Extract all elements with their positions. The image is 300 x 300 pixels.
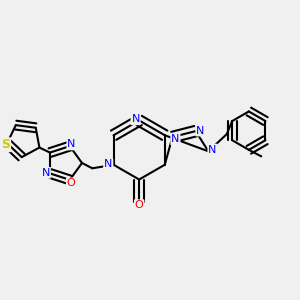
Text: N: N [208, 145, 217, 154]
Text: N: N [131, 114, 140, 124]
Text: N: N [67, 140, 76, 149]
Text: S: S [1, 138, 10, 151]
Text: N: N [196, 125, 205, 136]
Text: N: N [42, 168, 50, 178]
Text: N: N [104, 159, 112, 169]
Text: O: O [135, 200, 143, 210]
Text: N: N [171, 134, 180, 144]
Text: O: O [67, 178, 76, 188]
